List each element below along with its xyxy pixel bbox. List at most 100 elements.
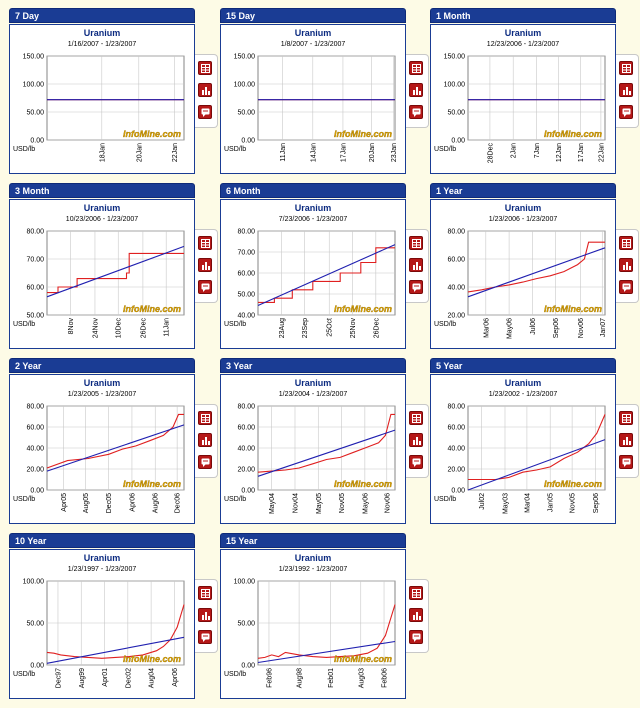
bar-chart-icon[interactable]: [619, 258, 633, 272]
x-tick-label: Aug04: [149, 668, 156, 688]
bar-chart-icon[interactable]: [409, 83, 423, 97]
chart-panel-2-year: 2 Year Uranium 1/23/2005 - 1/23/2007 0.00 20…: [9, 358, 218, 528]
info-icon[interactable]: [409, 280, 423, 294]
panel-header: 1 Year: [430, 183, 616, 198]
info-icon[interactable]: [619, 455, 633, 469]
info-icon[interactable]: [409, 455, 423, 469]
panel-header: 15 Year: [220, 533, 406, 548]
table-icon[interactable]: [409, 61, 423, 75]
x-tick-label: 22Jan: [172, 143, 179, 162]
x-tick-label: Jan07: [600, 318, 607, 337]
watermark-logo: InfoMine.com: [334, 479, 392, 489]
y-axis-unit: USD/lb: [13, 496, 35, 503]
x-tick-label: Apr06: [129, 493, 136, 512]
y-tick-label: 70.00: [237, 250, 255, 257]
x-tick-label: 23Aug: [279, 318, 286, 338]
chart-date-range: 1/16/2007 - 1/23/2007: [68, 41, 137, 48]
x-tick-label: Sep06: [553, 318, 560, 338]
table-icon[interactable]: [619, 61, 633, 75]
x-tick-label: Aug98: [297, 668, 304, 688]
chart-date-range: 1/23/1992 - 1/23/2007: [279, 566, 348, 573]
y-tick-label: 150.00: [23, 54, 45, 61]
info-icon[interactable]: [198, 630, 212, 644]
bar-chart-icon[interactable]: [409, 433, 423, 447]
chart-panel-3-month: 3 Month Uranium 10/23/2006 - 1/23/2007 50.0…: [9, 183, 218, 353]
chart-toolbar: [406, 404, 429, 478]
panel-header: 15 Day: [220, 8, 406, 23]
x-tick-label: Aug03: [358, 668, 365, 688]
x-tick-label: 26Dec: [373, 318, 380, 339]
table-icon[interactable]: [619, 411, 633, 425]
trend-series-line: [257, 429, 396, 477]
x-tick-label: Nov06: [384, 493, 391, 513]
bar-chart-icon[interactable]: [619, 433, 633, 447]
info-icon[interactable]: [198, 455, 212, 469]
bar-chart-icon[interactable]: [198, 258, 212, 272]
chart-panel-6-month: 6 Month Uranium 7/23/2006 - 1/23/2007 40.00…: [220, 183, 429, 353]
y-axis-unit: USD/lb: [434, 146, 456, 153]
table-icon[interactable]: [198, 411, 212, 425]
y-tick-label: 0.00: [30, 138, 44, 145]
x-tick-label: 26Dec: [140, 318, 147, 339]
y-tick-label: 20.00: [237, 467, 255, 474]
table-icon[interactable]: [198, 61, 212, 75]
x-tick-label: May06: [507, 318, 514, 339]
y-tick-label: 50.00: [447, 110, 465, 117]
y-tick-label: 40.00: [447, 446, 465, 453]
bar-chart-icon[interactable]: [198, 83, 212, 97]
info-icon[interactable]: [198, 280, 212, 294]
chart-title: Uranium: [84, 28, 121, 38]
x-tick-label: 14Jan: [310, 143, 317, 162]
watermark-logo: InfoMine.com: [123, 304, 181, 314]
y-tick-label: 0.00: [30, 488, 44, 495]
y-tick-label: 100.00: [23, 579, 45, 586]
chart-panel-1-year: 1 Year Uranium 1/23/2006 - 1/23/2007 20.00 4…: [430, 183, 639, 353]
table-icon[interactable]: [409, 411, 423, 425]
plot-area: [467, 230, 606, 316]
y-tick-label: 60.00: [26, 285, 44, 292]
panel-header: 3 Month: [9, 183, 195, 198]
info-icon[interactable]: [619, 280, 633, 294]
chart-panel-15-year: 15 Year Uranium 1/23/1992 - 1/23/2007 0.00 5…: [220, 533, 429, 703]
info-icon[interactable]: [409, 105, 423, 119]
bar-chart-icon[interactable]: [409, 608, 423, 622]
y-tick-label: 100.00: [23, 82, 45, 89]
x-tick-label: 11Jan: [280, 143, 287, 162]
table-icon[interactable]: [198, 586, 212, 600]
bar-chart-icon[interactable]: [619, 83, 633, 97]
x-tick-label: Mar06: [483, 318, 490, 338]
y-tick-label: 50.00: [237, 621, 255, 628]
trend-series-line: [46, 245, 185, 298]
x-tick-label: 8Nov: [68, 318, 75, 335]
table-icon[interactable]: [619, 236, 633, 250]
x-tick-label: Feb96: [266, 668, 273, 688]
x-tick-label: 20Jan: [136, 143, 143, 162]
table-icon[interactable]: [198, 236, 212, 250]
x-tick-label: May04: [269, 493, 276, 514]
table-icon[interactable]: [409, 586, 423, 600]
trend-series-line: [257, 244, 396, 307]
y-tick-label: 80.00: [237, 229, 255, 236]
y-tick-label: 0.00: [241, 488, 255, 495]
bar-chart-icon[interactable]: [198, 608, 212, 622]
info-icon[interactable]: [409, 630, 423, 644]
chart-svg: Uranium 1/16/2007 - 1/23/2007 0.00 50.00 100…: [13, 28, 185, 162]
chart-svg: Uranium 1/8/2007 - 1/23/2007 0.00 50.00 100.…: [224, 28, 398, 162]
bar-chart-icon[interactable]: [198, 433, 212, 447]
info-icon[interactable]: [198, 105, 212, 119]
y-tick-label: 0.00: [241, 138, 255, 145]
x-tick-label: 17Jan: [340, 143, 347, 162]
y-tick-label: 40.00: [26, 446, 44, 453]
y-tick-label: 80.00: [26, 404, 44, 411]
y-axis-unit: USD/lb: [224, 671, 246, 678]
price-series-line: [46, 604, 185, 659]
chart-title: Uranium: [84, 378, 121, 388]
chart-title: Uranium: [84, 203, 121, 213]
bar-chart-icon[interactable]: [409, 258, 423, 272]
x-tick-label: Feb06: [382, 668, 389, 688]
info-icon[interactable]: [619, 105, 633, 119]
x-tick-label: 25Nov: [350, 318, 357, 339]
table-icon[interactable]: [409, 236, 423, 250]
y-tick-label: 20.00: [26, 467, 44, 474]
x-tick-label: 20Jan: [369, 143, 376, 162]
